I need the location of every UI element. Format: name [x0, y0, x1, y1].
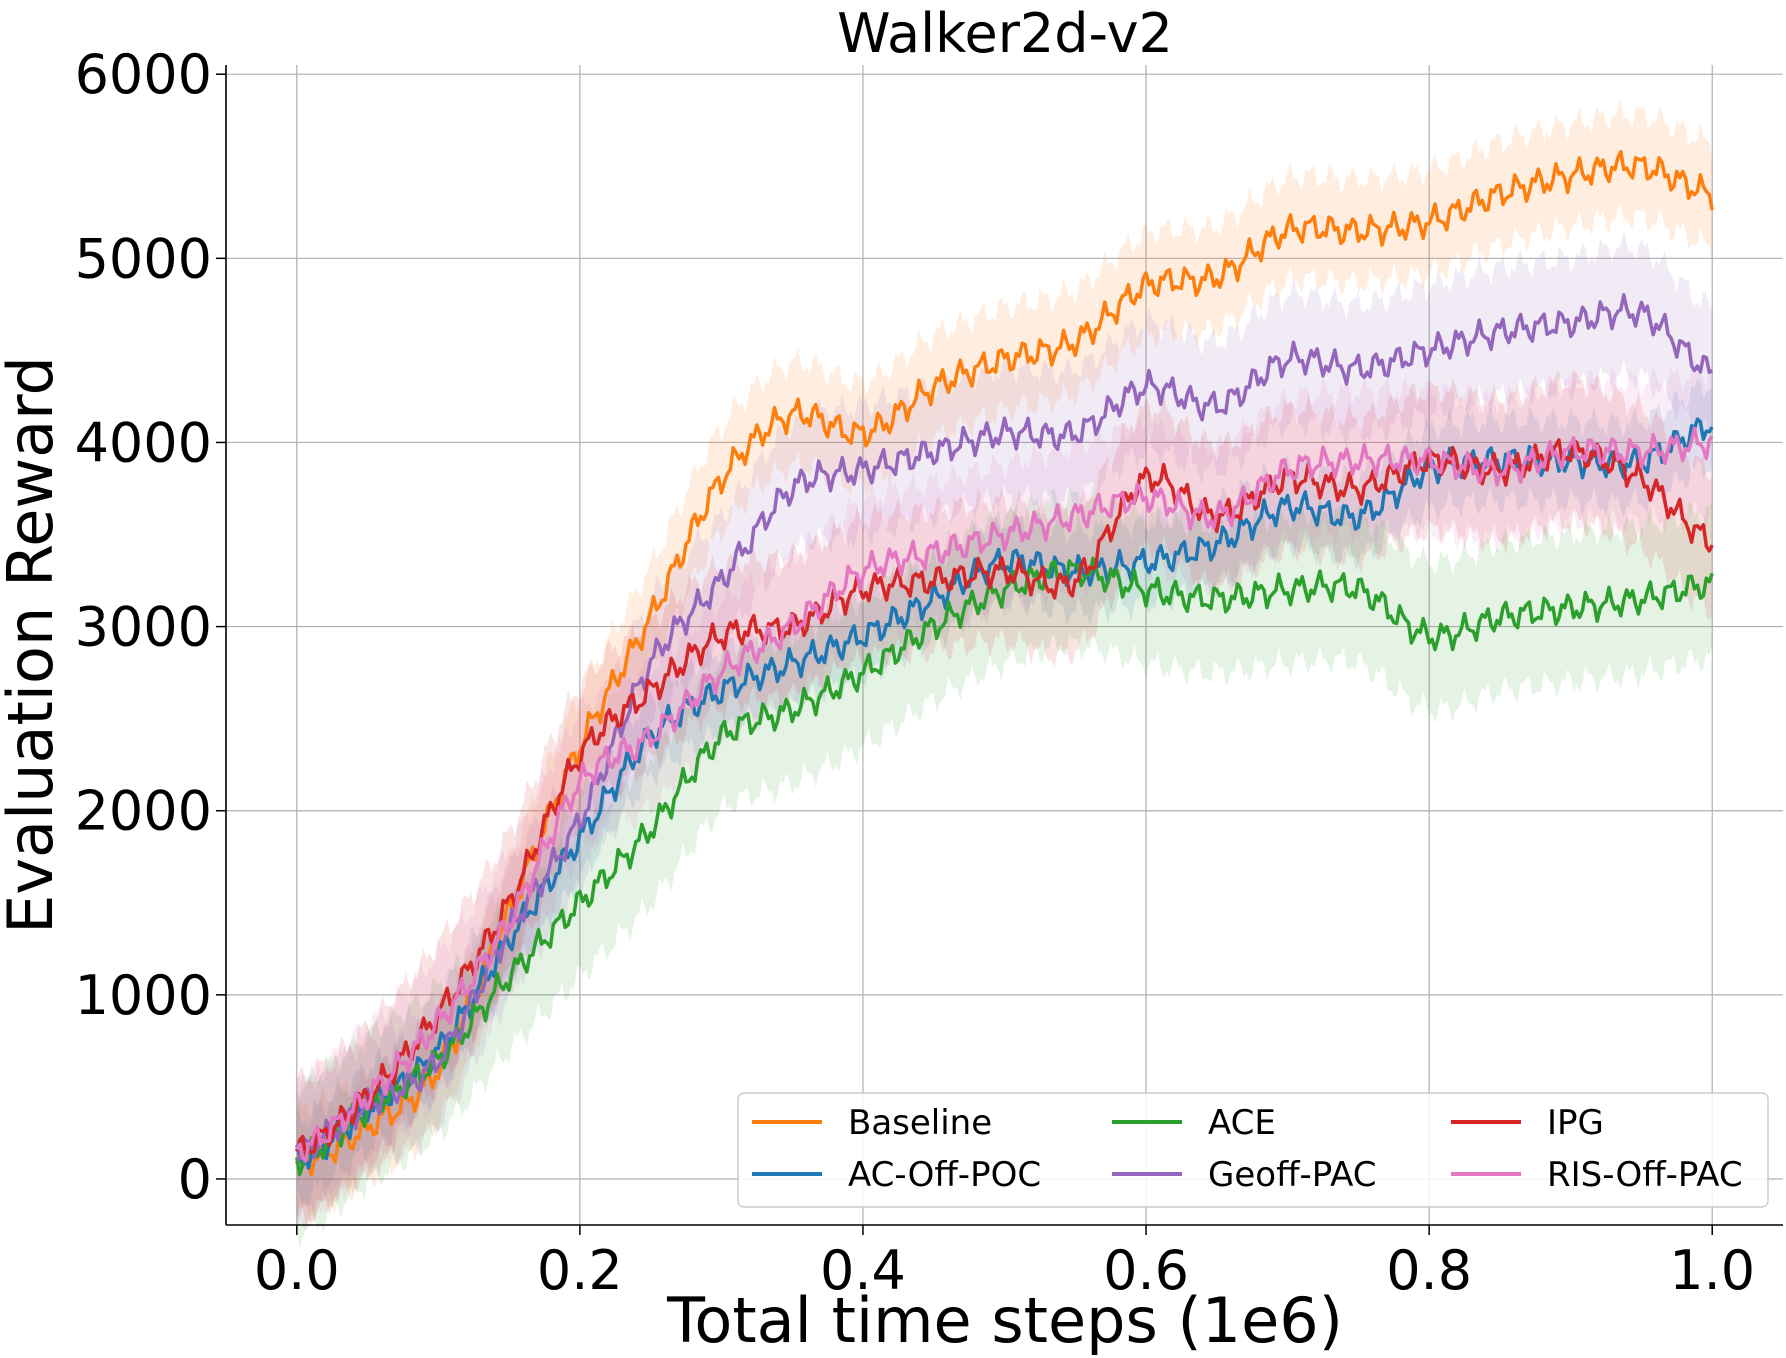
grid: [226, 65, 1783, 1225]
x-tick-label: 0.2: [537, 1239, 623, 1302]
y-axis-label: Evaluation Reward: [0, 356, 67, 934]
x-ticks: 0.0 0.2 0.4 0.6 0.8 1.0: [254, 1225, 1755, 1302]
series-lines: [295, 149, 1714, 1177]
series-line-ris-off-pac: [295, 426, 1714, 1163]
x-tick-label: 0.4: [820, 1239, 906, 1302]
confidence-bands: [296, 100, 1713, 1249]
y-ticks: 0 1000 2000 3000 4000 5000 6000: [75, 43, 226, 1211]
series-line-ace: [295, 556, 1714, 1177]
chart-title: Walker2d-v2: [837, 2, 1173, 65]
legend-label: AC-Off-POC: [848, 1155, 1041, 1195]
y-tick-label: 3000: [75, 596, 212, 659]
series-line-ipg: [295, 438, 1714, 1157]
y-tick-label: 2000: [75, 780, 212, 843]
x-tick-label: 0.8: [1386, 1239, 1472, 1302]
series-line-geoff-pac: [296, 293, 1714, 1162]
legend-label: Geoff-PAC: [1208, 1155, 1377, 1195]
legend-label: Baseline: [848, 1103, 992, 1143]
y-tick-label: 1000: [75, 964, 212, 1027]
band-geoff-pac: [296, 230, 1713, 1225]
band-baseline: [296, 100, 1713, 1227]
legend-label: ACE: [1208, 1103, 1276, 1143]
y-tick-label: 5000: [75, 227, 212, 290]
y-tick-label: 6000: [75, 43, 212, 106]
x-tick-label: 0.6: [1103, 1239, 1189, 1302]
y-tick-label: 4000: [75, 411, 212, 474]
legend-label: IPG: [1547, 1103, 1604, 1143]
legend: Baseline AC-Off-POC ACE Geoff-PAC IPG RIS-Off…: [737, 1092, 1769, 1208]
band-ace: [296, 484, 1713, 1249]
x-tick-label: 0.0: [254, 1239, 340, 1302]
series-line-baseline: [295, 149, 1714, 1177]
x-axis-label: Total time steps (1e6): [666, 1284, 1343, 1357]
legend-label: RIS-Off-PAC: [1547, 1155, 1743, 1195]
x-tick-label: 1.0: [1669, 1239, 1755, 1302]
y-tick-label: 0: [178, 1148, 212, 1211]
